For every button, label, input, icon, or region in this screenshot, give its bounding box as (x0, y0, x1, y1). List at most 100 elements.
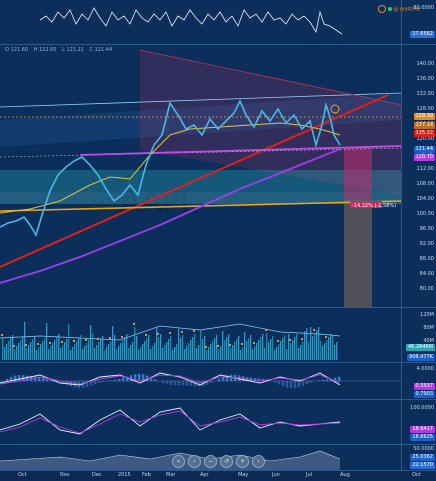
volume-bar (336, 342, 337, 360)
macd-histogram-bar (98, 381, 100, 383)
volume-bar (266, 333, 267, 360)
measure-box[interactable] (344, 200, 372, 307)
volume-marker (277, 340, 279, 342)
zoom-in-icon[interactable]: + (236, 455, 249, 468)
volume-bar (312, 336, 313, 360)
price-badge-5: 120.70 (414, 154, 436, 161)
volume-bar (28, 345, 29, 360)
volume-bar (164, 345, 165, 360)
volume-bar (42, 341, 43, 360)
top-oscillator-axis[interactable]: 80.0000 17.6562 (401, 0, 436, 44)
chart-toolbar: « ‹ − ↺ + › (172, 455, 265, 469)
volume-marker (253, 342, 255, 344)
volume-bar (50, 346, 51, 360)
volume-bar (162, 348, 163, 360)
macd-axis[interactable]: 4.0000 0.3537 0.7903 (401, 363, 436, 399)
volume-bar (116, 349, 117, 360)
settings-circle-icon[interactable] (378, 5, 386, 13)
volume-bar (90, 325, 91, 360)
macd-histogram-bar (198, 381, 200, 386)
time-axis-label: Oct (18, 472, 27, 478)
price-tick: 108.00 (417, 181, 435, 187)
time-axis-label: Oct (412, 472, 421, 478)
volume-bar (172, 350, 173, 360)
volume-marker (1, 334, 3, 336)
volume-bar (326, 340, 327, 360)
macd-histogram-bar (306, 381, 308, 384)
volume-bar (188, 343, 189, 360)
volume-bar (114, 335, 115, 360)
time-axis-label: Mar (166, 472, 175, 478)
volume-bar (294, 337, 295, 360)
volume-bar (46, 323, 47, 360)
volume-bar (202, 339, 203, 360)
volume-bar (270, 339, 271, 360)
volume-bar (76, 341, 77, 360)
volume-bar (44, 338, 45, 360)
volume-marker (313, 329, 315, 331)
macd-histogram-bar (94, 381, 96, 384)
volume-bar (32, 339, 33, 360)
volume-marker (97, 338, 99, 340)
top-axis-badge: 17.6562 (410, 31, 435, 38)
volume-bar (316, 330, 317, 360)
volume-bar (210, 344, 211, 360)
volume-bar (284, 335, 285, 360)
volume-bar (232, 345, 233, 360)
volume-bar (224, 340, 225, 360)
macd-histogram-bar (26, 376, 28, 381)
stoch-badge-2: 18.8625 (410, 434, 435, 441)
volume-bar (200, 330, 201, 360)
macd-badge-2: 0.7903 (414, 391, 436, 398)
volume-bar (36, 350, 37, 360)
reset-icon[interactable]: ↺ (220, 455, 233, 468)
volume-bar (248, 338, 249, 360)
volume-bar (174, 347, 175, 360)
volume-bar (112, 326, 113, 360)
macd-histogram-bar (210, 381, 212, 383)
purple-ma-line (0, 149, 340, 283)
stochastic-axis[interactable]: 100.0000 18.6417 18.8625 (401, 400, 436, 444)
volume-bar (306, 328, 307, 360)
volume-bar (132, 342, 133, 360)
volume-bar (108, 344, 109, 360)
volume-bar (4, 347, 5, 360)
macd-histogram-bar (294, 381, 296, 388)
macd-histogram-bar (170, 381, 172, 385)
forward-icon[interactable]: › (252, 455, 265, 468)
back-icon[interactable]: ‹ (188, 455, 201, 468)
volume-marker (133, 323, 135, 325)
price-badge-3: 125.22 (414, 130, 436, 137)
top-oscillator-plot (0, 0, 402, 44)
volume-axis[interactable]: 120M 80M 40M 46.2646M 908.477K (401, 308, 436, 362)
volume-bar (268, 342, 269, 360)
macd-histogram-bar (154, 379, 156, 381)
volume-bar (220, 346, 221, 360)
volume-marker (181, 331, 183, 333)
bottom-badge-2: 22.1570 (410, 462, 435, 469)
macd-histogram-bar (274, 381, 276, 383)
volume-bar (262, 334, 263, 360)
time-axis-label: Apr (200, 472, 209, 478)
bottom-axis[interactable]: 50.0000 25.0362 22.1570 (401, 445, 436, 470)
volume-bar (196, 348, 197, 360)
volume-marker (73, 340, 75, 342)
volume-bar (18, 343, 19, 360)
volume-marker (157, 333, 159, 335)
volume-bar (84, 346, 85, 360)
price-tick: 100.00 (417, 211, 435, 217)
zoom-out-icon[interactable]: − (204, 455, 217, 468)
top-axis-tick: 80.0000 (413, 5, 434, 11)
rewind-icon[interactable]: « (172, 455, 185, 468)
volume-bar (206, 350, 207, 360)
volume-badge-2: 908.477K (407, 354, 435, 361)
macd-histogram-bar (326, 379, 328, 381)
volume-bar (190, 340, 191, 360)
volume-bar (136, 336, 137, 360)
volume-bar (156, 328, 157, 360)
volume-bar (244, 332, 245, 360)
volume-bar (198, 345, 199, 360)
